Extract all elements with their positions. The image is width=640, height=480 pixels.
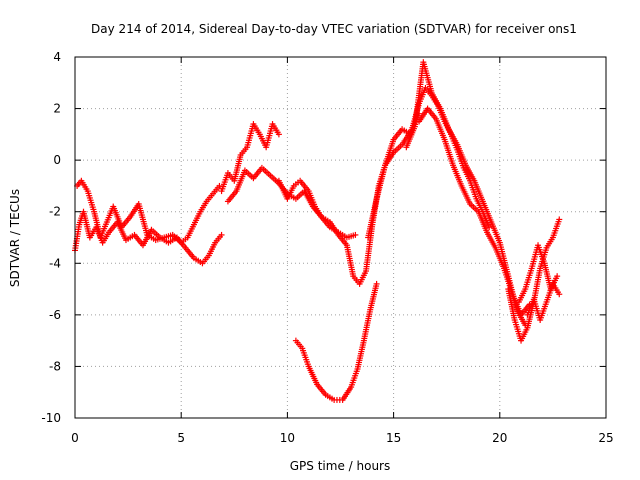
x-tick-labels: 0 5 10 15 20 25 xyxy=(71,431,613,445)
data-points xyxy=(72,59,563,403)
data-point xyxy=(556,216,563,223)
grid xyxy=(75,57,606,418)
y-tick-labels: -10 -8 -6 -4 -2 0 2 4 xyxy=(41,50,61,425)
x-tick-label: 20 xyxy=(492,431,507,445)
x-axis-label: GPS time / hours xyxy=(290,459,391,473)
y-tick-label: 0 xyxy=(53,153,61,167)
y-tick-label: -4 xyxy=(49,256,61,270)
data-point xyxy=(216,182,223,189)
y-tick-label: 4 xyxy=(53,50,61,64)
data-point xyxy=(218,231,225,238)
x-tick-label: 25 xyxy=(598,431,613,445)
x-tick-label: 15 xyxy=(386,431,401,445)
data-point xyxy=(373,280,380,287)
data-point xyxy=(275,131,282,138)
x-tick-label: 0 xyxy=(71,431,79,445)
y-tick-label: -2 xyxy=(49,205,61,219)
y-tick-label: -8 xyxy=(49,359,61,373)
y-tick-label: -10 xyxy=(41,411,61,425)
plot-frame xyxy=(74,56,607,419)
x-tick-label: 5 xyxy=(177,431,185,445)
data-point xyxy=(554,273,561,280)
x-tick-label: 10 xyxy=(280,431,295,445)
y-tick-label: 2 xyxy=(53,102,61,116)
data-point xyxy=(352,231,359,238)
y-tick-label: -6 xyxy=(49,308,61,322)
axis-ticks xyxy=(74,56,607,419)
y-axis-label: SDTVAR / TECUs xyxy=(8,189,22,287)
data-point xyxy=(486,224,493,231)
data-point xyxy=(556,291,563,298)
chart-title: Day 214 of 2014, Sidereal Day-to-day VTE… xyxy=(91,22,577,36)
